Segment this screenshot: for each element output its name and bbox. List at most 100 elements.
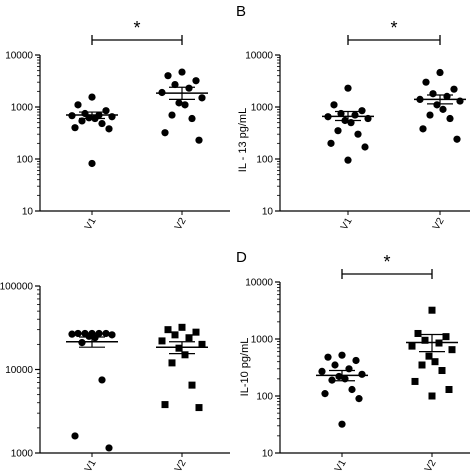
panel-b: B IL - 13 pg/mL 10 100 1000 10000 V1 V2 * — [236, 3, 470, 232]
data-point — [171, 80, 179, 89]
data-point — [428, 306, 436, 314]
y-tick-label: 100000 — [0, 282, 33, 293]
panel-a: 10 100 1000 10000 V1 V2 * — [5, 18, 230, 232]
data-point — [68, 330, 76, 338]
data-point — [181, 101, 189, 109]
data-point — [161, 129, 169, 137]
data-point — [450, 85, 458, 93]
data-point — [456, 97, 464, 105]
data-point — [98, 119, 106, 128]
x-tick-label: V2 — [173, 458, 189, 474]
y-tick-label: 10000 — [245, 51, 273, 62]
data-point — [108, 331, 116, 339]
panel-label: D — [236, 249, 247, 266]
data-point — [318, 367, 326, 376]
x-tick-label: V1 — [339, 216, 355, 232]
data-point — [348, 385, 356, 394]
data-point — [418, 361, 426, 369]
y-tick-label: 10000 — [5, 365, 33, 376]
data-point — [88, 159, 96, 168]
data-point — [433, 101, 441, 109]
data-point — [74, 329, 82, 338]
data-point — [192, 77, 200, 85]
data-point — [181, 351, 189, 359]
data-point — [78, 338, 86, 347]
data-point — [453, 135, 461, 143]
data-point — [354, 130, 362, 138]
y-tick-label: 1000 — [251, 103, 274, 114]
data-point — [321, 390, 329, 398]
data-point — [428, 392, 436, 400]
data-point — [429, 90, 437, 98]
data-point — [164, 72, 172, 80]
data-point — [168, 111, 176, 119]
data-point — [421, 336, 429, 344]
data-point — [352, 356, 360, 365]
data-point — [192, 328, 200, 336]
data-point — [422, 78, 430, 86]
data-point — [446, 114, 454, 123]
data-point — [431, 358, 439, 366]
data-point — [448, 346, 456, 354]
data-point — [91, 334, 99, 342]
y-axis-label: IL - 13 pg/mL — [237, 108, 249, 172]
y-tick-label: 100 — [256, 155, 273, 166]
data-point — [355, 395, 363, 403]
data-point — [98, 376, 106, 384]
data-point — [445, 386, 453, 394]
data-point — [158, 337, 166, 345]
data-point — [442, 333, 450, 341]
data-point — [327, 139, 335, 147]
data-point — [439, 105, 447, 113]
data-point — [331, 361, 339, 369]
data-point — [71, 432, 79, 440]
data-point — [88, 93, 96, 101]
data-point — [188, 381, 196, 389]
y-tick-label: 1000 — [251, 335, 274, 346]
y-tick-label: 100 — [16, 155, 33, 166]
data-point — [102, 329, 110, 338]
data-point — [361, 143, 369, 151]
data-point — [436, 68, 444, 77]
data-point — [85, 114, 93, 122]
data-point — [85, 332, 93, 340]
data-point — [168, 359, 176, 367]
data-point — [411, 377, 419, 385]
data-point — [328, 376, 336, 384]
data-point — [408, 342, 416, 350]
data-point — [195, 136, 203, 144]
data-point — [198, 94, 206, 102]
data-point — [108, 113, 116, 121]
data-point — [344, 84, 352, 92]
data-point — [175, 99, 183, 107]
data-point — [419, 125, 427, 133]
data-point — [105, 444, 113, 452]
data-point — [425, 352, 433, 360]
data-point — [102, 107, 110, 115]
data-point — [185, 334, 193, 342]
data-point — [338, 420, 346, 428]
data-point — [185, 84, 193, 92]
x-tick-label: V1 — [333, 458, 349, 474]
x-tick-label: V2 — [173, 216, 189, 232]
data-point — [358, 370, 366, 378]
data-point — [171, 331, 179, 339]
data-point — [344, 156, 352, 164]
y-tick-label: 1000 — [11, 449, 34, 460]
data-point — [175, 344, 183, 352]
panel-label: B — [236, 3, 246, 20]
data-point — [164, 326, 172, 334]
x-tick-label: V1 — [83, 216, 99, 232]
significance-star: * — [390, 18, 397, 38]
data-point — [178, 323, 186, 331]
y-axis-label: IL-10 pg/mL — [239, 338, 251, 397]
y-tick-label: 10000 — [5, 51, 33, 62]
data-point — [338, 351, 346, 359]
y-tick-label: 1000 — [11, 103, 34, 114]
x-tick-label: V2 — [423, 458, 439, 474]
x-tick-label: V2 — [431, 216, 447, 232]
data-point — [330, 101, 338, 109]
data-point — [74, 101, 82, 109]
data-point — [195, 404, 203, 412]
